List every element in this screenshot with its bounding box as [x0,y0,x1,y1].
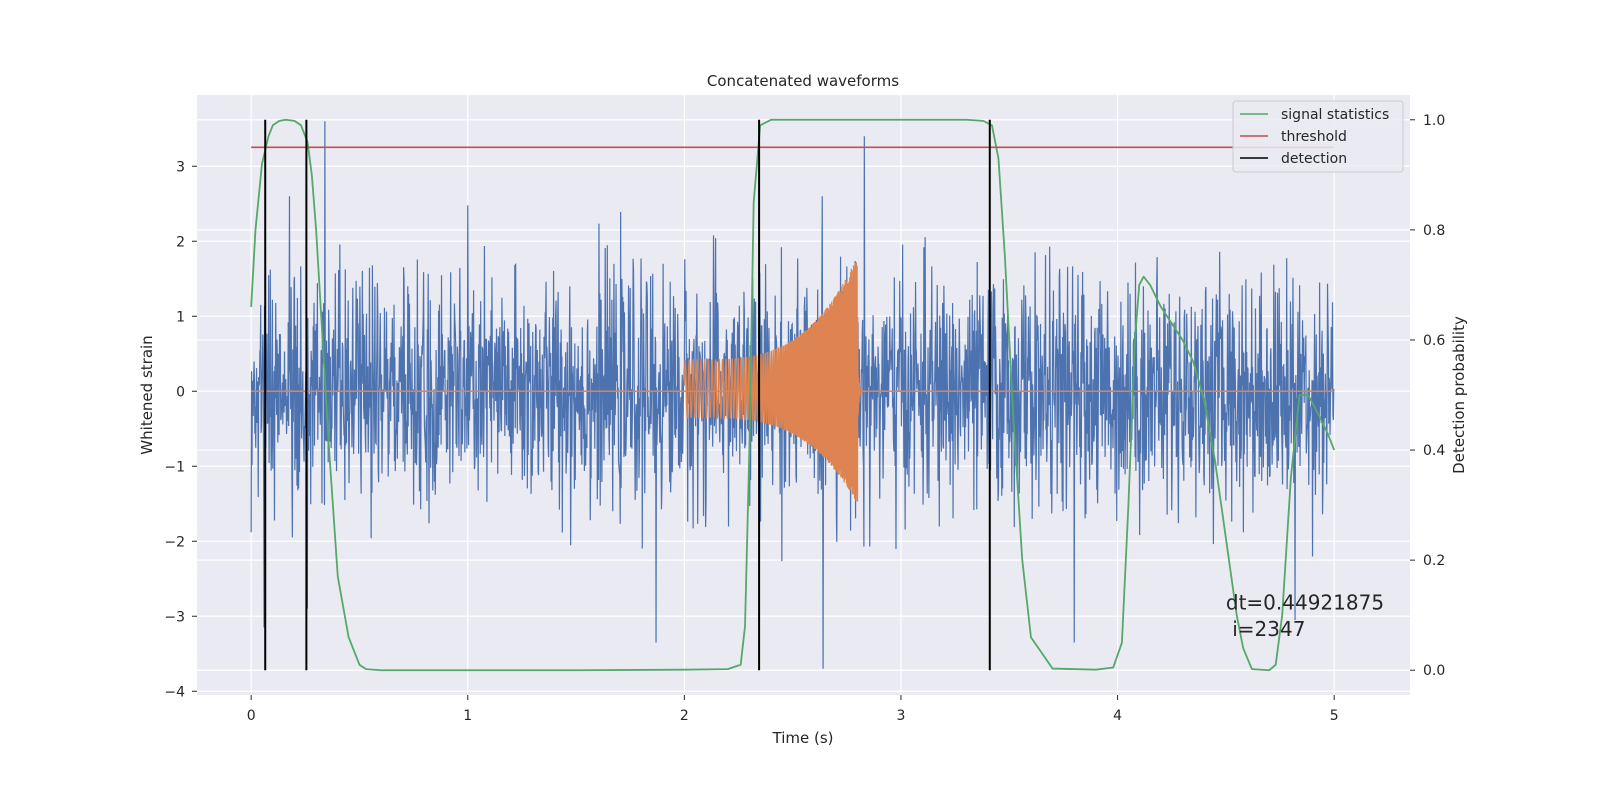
legend-label-detection: detection [1281,151,1347,167]
x-ticks: 0 1 2 3 4 5 [247,695,1339,724]
signal-statistics-series [250,118,1336,672]
legend-box [1232,100,1404,173]
annotation-dt: dt=0.44921875 [1226,591,1384,615]
y-ticks: −4 −3 −2 −1 0 1 2 3 [164,159,197,700]
chirp-waveform [251,262,1335,502]
legend-label-threshold: threshold [1281,129,1347,145]
y-tick-label: 3 [176,159,185,175]
y2-tick-label: 0.4 [1423,443,1445,459]
x-tick-label: 4 [1113,708,1122,724]
y-tick-label: 1 [176,309,185,325]
detection-series [264,119,991,671]
x-axis-label: Time (s) [772,729,834,747]
x-tick-label: 5 [1330,708,1339,724]
y-axis-label: Whitened strain [138,335,156,454]
y2-tick-label: 0.2 [1423,553,1445,569]
x-tick-label: 0 [247,708,256,724]
legend-label-signal-statistics: signal statistics [1281,107,1389,123]
signal-statistics-line [250,118,1336,672]
y2-tick-label: 1.0 [1423,113,1445,129]
x-tick-label: 3 [897,708,906,724]
y2-ticks: 0.0 0.2 0.4 0.6 0.8 1.0 [1410,113,1445,679]
y-tick-label: −1 [164,459,185,475]
y-tick-label: −2 [164,534,185,550]
y-tick-label: −3 [164,609,185,625]
chart-title: Concatenated waveforms [707,72,899,90]
x-tick-label: 2 [680,708,689,724]
y2-tick-label: 0.6 [1423,333,1445,349]
annotation: dt=0.44921875 i=2347 [1226,591,1384,641]
y-tick-label: −4 [164,684,185,700]
y2-axis-label: Detection probability [1450,316,1468,474]
legend: signal statistics threshold detection [1232,100,1404,173]
y-tick-label: 2 [176,234,185,250]
y2-tick-label: 0.8 [1423,223,1445,239]
annotation-i: i=2347 [1226,617,1306,641]
y-tick-label: 0 [176,384,185,400]
y2-tick-label: 0.0 [1423,663,1445,679]
x-tick-label: 1 [463,708,472,724]
chirp-line [683,262,865,502]
